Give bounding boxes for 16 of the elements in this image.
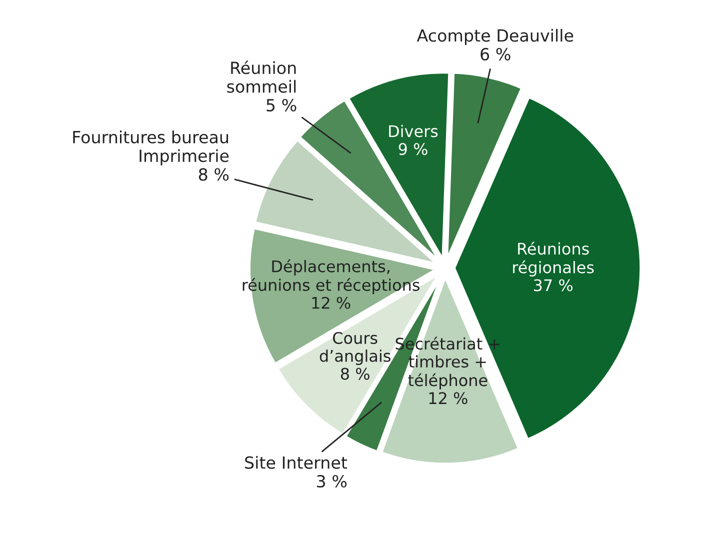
slice-label: Réunions régionales — [513, 242, 594, 276]
data-label: 37 % — [534, 279, 572, 292]
slice-label: Cours d’anglais — [320, 332, 390, 366]
data-label: 12 % — [429, 392, 468, 404]
data-label: 12 % — [312, 296, 350, 309]
slice-label: Réunion sommeil — [227, 60, 296, 93]
data-label: 8 % — [198, 168, 229, 181]
slice-label: Divers — [389, 124, 438, 138]
slice-label: Acompte Deauville — [416, 28, 574, 46]
slice-label: Site Internet — [245, 456, 348, 469]
data-label: 3 % — [317, 474, 347, 488]
data-label: 8 % — [340, 368, 370, 380]
data-label: 5 % — [266, 98, 296, 112]
slice-label: Fournitures bureau Imprimerie — [73, 130, 229, 166]
data-label: 6 % — [480, 48, 510, 60]
data-label: 9 % — [398, 143, 428, 156]
